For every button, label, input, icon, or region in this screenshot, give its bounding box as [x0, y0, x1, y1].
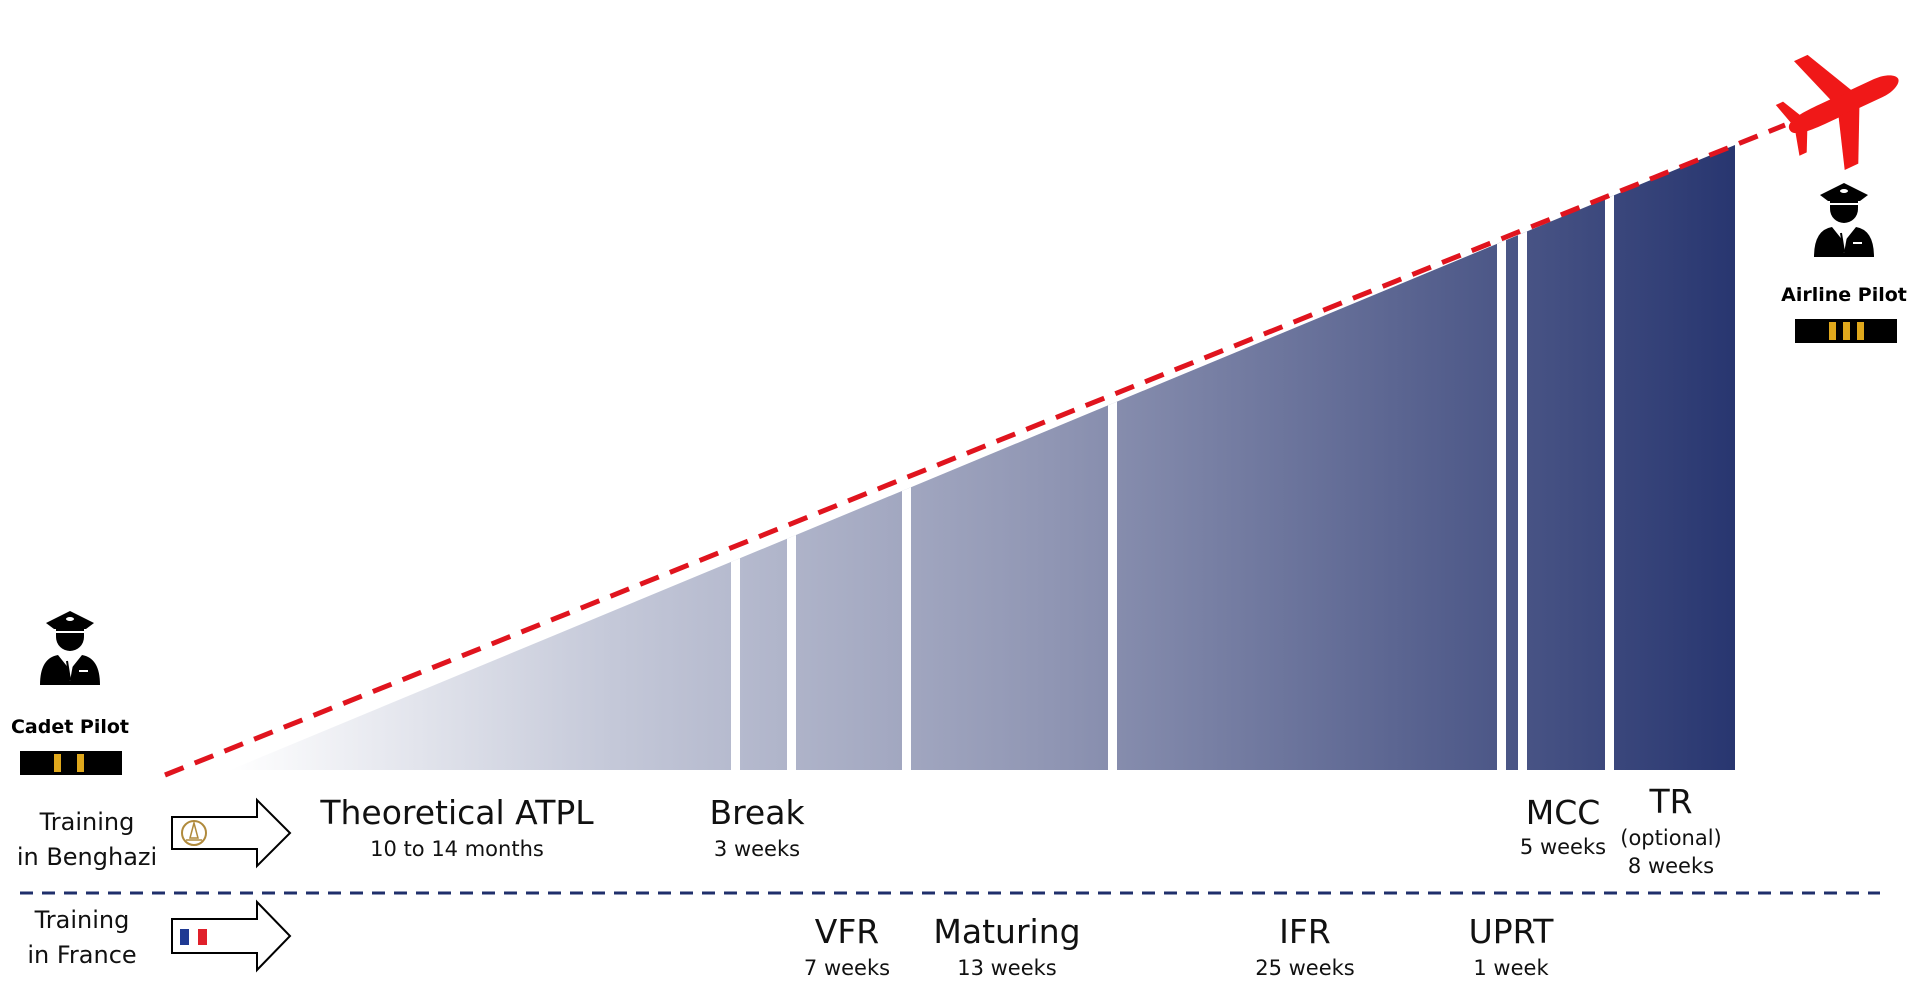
phase-tr-duration: 8 weeks [1628, 854, 1714, 878]
phase-ifr-title: IFR [1279, 912, 1331, 951]
benghazi-track-arrow [171, 797, 292, 869]
phase-mcc-title: MCC [1526, 793, 1601, 832]
career-trend-line [164, 122, 1786, 778]
france-track-arrow [171, 899, 292, 973]
phase-tr-title: TR [1648, 782, 1692, 821]
phase-break-duration: 3 weeks [714, 837, 800, 861]
french-flag-icon [180, 929, 207, 945]
segment-gap [1605, 145, 1614, 770]
benghazi-track-line1: Training [39, 808, 135, 836]
cadet-rank-insignia [20, 751, 122, 775]
france-track-line1: Training [34, 906, 130, 934]
france-track-line2: in France [27, 941, 136, 969]
segment-gap [1108, 145, 1117, 770]
segment-gap [902, 145, 911, 770]
phase-mcc-duration: 5 weeks [1520, 835, 1606, 859]
phase-vfr-title: VFR [815, 912, 880, 951]
cadet-pilot-label: Cadet Pilot [11, 716, 129, 738]
airline-pilot-label: Airline Pilot [1781, 284, 1907, 306]
phase-uprt-title: UPRT [1469, 912, 1555, 951]
phase-theoretical-atpl-duration: 10 to 14 months [370, 837, 544, 861]
segment-gap [1518, 145, 1527, 770]
phase-tr-note: (optional) [1620, 826, 1722, 850]
airplane-icon [1775, 54, 1899, 170]
phase-ifr-duration: 25 weeks [1255, 956, 1355, 980]
airline-rank-insignia [1795, 319, 1897, 343]
benghazi-track-line2: in Benghazi [17, 843, 157, 871]
phase-theoretical-atpl-title: Theoretical ATPL [319, 793, 594, 832]
phase-maturing-title: Maturing [933, 912, 1080, 951]
phase-vfr-duration: 7 weeks [804, 956, 890, 980]
phase-uprt-duration: 1 week [1473, 956, 1549, 980]
airline-pilot-icon [1814, 183, 1874, 257]
segment-gap [1497, 145, 1506, 770]
phase-ramp [230, 145, 1735, 770]
segment-gap [787, 145, 796, 770]
segment-gap [731, 145, 740, 770]
phase-maturing-duration: 13 weeks [957, 956, 1057, 980]
cadet-pilot-icon [40, 611, 100, 685]
academy-logo-icon [181, 820, 207, 846]
phase-break-title: Break [709, 793, 805, 832]
ramp-fill [230, 145, 1735, 770]
